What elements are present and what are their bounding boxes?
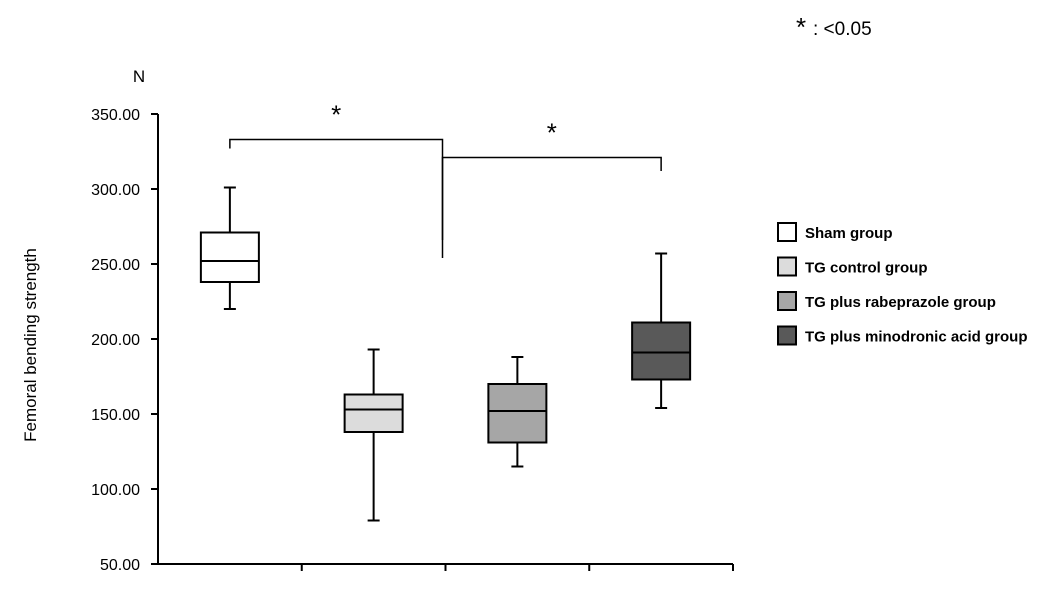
- significance-star: *: [331, 100, 341, 130]
- legend-item: TG control group: [777, 256, 927, 277]
- legend-swatch: [777, 325, 797, 346]
- legend-label: TG plus rabeprazole group: [805, 294, 996, 311]
- legend-label: TG control group: [805, 260, 927, 277]
- box-4: [631, 252, 692, 409]
- box-3: [487, 356, 548, 468]
- legend-swatch: [777, 222, 797, 242]
- legend-label: Sham group: [805, 225, 893, 242]
- legend: Sham group TG control group TG plus rabepr…: [777, 222, 1028, 346]
- legend-item: TG plus rabeprazole group: [777, 291, 996, 311]
- legend-label: TG plus minodronic acid group: [805, 329, 1028, 346]
- significance-note-symbol: *: [796, 12, 806, 42]
- y-tick-label: 250.00: [91, 257, 140, 274]
- box-body: [487, 383, 548, 444]
- box-body: [343, 393, 404, 433]
- significance-bracket: [441, 156, 662, 258]
- legend-item: Sham group: [777, 222, 893, 242]
- legend-swatch: [777, 291, 797, 311]
- y-tick-label: 200.00: [91, 332, 140, 349]
- y-tick-label: 100.00: [91, 482, 140, 499]
- axes: 50.00 100.00 150.00 200.00 250.00 300.00 350.0…: [91, 107, 734, 574]
- box-1: [199, 186, 260, 310]
- box-2: [343, 348, 404, 522]
- legend-swatch: [777, 256, 797, 277]
- significance-brackets: **: [229, 100, 662, 258]
- legend-item: TG plus minodronic acid group: [777, 325, 1028, 346]
- y-axis-unit: N: [133, 67, 145, 86]
- y-tick-label: 50.00: [100, 557, 140, 574]
- boxes: [199, 186, 692, 522]
- y-axis-title: Femoral bending strength: [21, 248, 40, 442]
- significance-bracket: [229, 138, 444, 240]
- box-body: [199, 231, 260, 283]
- y-tick-label: 150.00: [91, 407, 140, 424]
- y-tick-label: 300.00: [91, 182, 140, 199]
- box-body: [631, 321, 692, 381]
- significance-star: *: [547, 118, 557, 148]
- significance-note-text: : <0.05: [813, 19, 872, 40]
- y-tick-label: 350.00: [91, 107, 140, 124]
